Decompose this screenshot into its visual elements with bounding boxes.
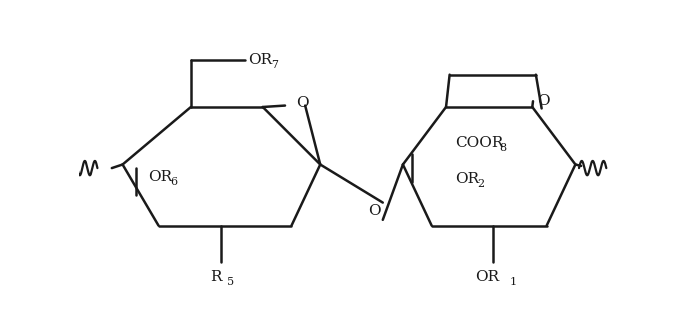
Text: OR: OR	[248, 53, 272, 66]
Text: 1: 1	[510, 277, 517, 287]
Text: 6: 6	[170, 177, 177, 188]
Text: 8: 8	[499, 143, 506, 153]
Text: OR: OR	[148, 170, 172, 185]
Text: O: O	[368, 204, 380, 218]
Text: R: R	[210, 270, 221, 284]
Text: OR: OR	[454, 172, 479, 186]
Text: O: O	[296, 96, 309, 111]
Text: 5: 5	[227, 277, 234, 287]
Text: COOR: COOR	[454, 136, 503, 150]
Text: 2: 2	[477, 179, 484, 189]
Text: 7: 7	[271, 60, 278, 70]
Text: O: O	[537, 94, 549, 108]
Text: OR: OR	[475, 270, 499, 284]
